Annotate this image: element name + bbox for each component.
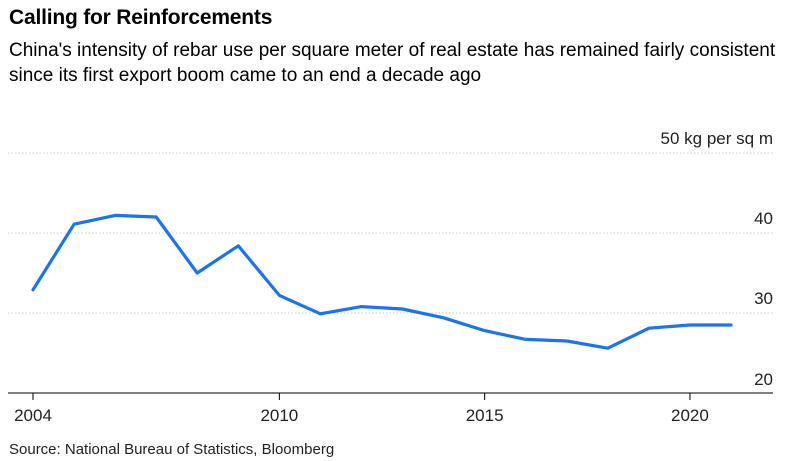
x-tick-label-2010: 2010 (260, 406, 298, 425)
data-point-2016 (524, 338, 527, 341)
data-point-2014 (442, 316, 445, 319)
data-point-2021 (730, 324, 733, 327)
y-tick-label-30: 30 (754, 289, 773, 308)
x-tick-label-2015: 2015 (466, 406, 504, 425)
gridlines (8, 152, 773, 314)
x-tick-label-2020: 2020 (671, 406, 709, 425)
y-tick-label-50: 50 kg per sq m (661, 129, 773, 148)
data-point-2010 (278, 294, 281, 297)
x-axis: 2004 2010 2015 2020 (8, 392, 773, 425)
data-point-2017 (565, 340, 568, 343)
data-point-2004 (32, 288, 35, 291)
data-point-2008 (196, 272, 199, 275)
y-axis-ticks: 20 30 40 50 kg per sq m (661, 129, 773, 389)
data-point-2005 (73, 223, 76, 226)
data-point-2015 (483, 329, 486, 332)
x-tick-label-2004: 2004 (14, 406, 52, 425)
data-point-2020 (688, 324, 691, 327)
series-line-0 (31, 213, 733, 350)
chart-subtitle: China's intensity of rebar use per squar… (9, 40, 776, 86)
data-point-2018 (606, 347, 609, 350)
data-point-2019 (647, 327, 650, 330)
chart-title: Calling for Reinforcements (9, 6, 273, 29)
data-point-2009 (237, 244, 240, 247)
data-point-2013 (401, 308, 404, 311)
data-point-2006 (114, 214, 117, 217)
y-tick-label-40: 40 (754, 209, 773, 228)
data-point-2011 (319, 312, 322, 315)
source-note: Source: National Bureau of Statistics, B… (9, 441, 335, 458)
series-layer (31, 213, 733, 350)
data-point-2012 (360, 305, 363, 308)
data-point-2007 (155, 216, 158, 219)
y-tick-label-20: 20 (754, 370, 773, 389)
